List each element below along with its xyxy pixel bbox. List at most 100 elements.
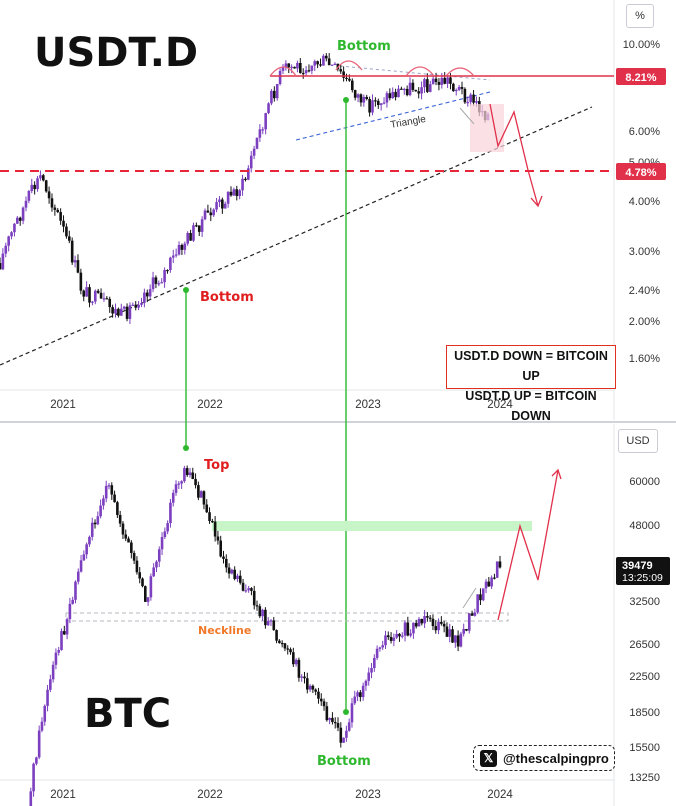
btc-candle-body [400, 635, 404, 637]
btc-candle-body [286, 648, 290, 650]
usdtd-candle-body [261, 129, 265, 131]
usdtd-candle-body [73, 260, 77, 263]
usdtd-candle-body [102, 298, 106, 300]
btc-candle-body [484, 581, 488, 589]
btc-candle-body [498, 561, 502, 568]
usdtd-candle-body [252, 148, 256, 156]
usdtd-candle-body [353, 90, 357, 98]
usdtd-candle-body [348, 78, 351, 81]
usdtd-candle-body [457, 86, 461, 90]
btc-candle-body [353, 696, 357, 704]
btc-candle-body [149, 576, 153, 598]
btc-symbol-title: BTC [84, 691, 171, 737]
author-handle: @thescalpingpro [503, 750, 609, 766]
btc-candle-body [361, 685, 365, 698]
btc-price-tick: 48000 [629, 520, 660, 532]
btc-candle-body [481, 588, 485, 601]
btc-candle-body [183, 468, 186, 482]
usdtd-candle-body [385, 93, 389, 103]
btc-candle-body [328, 717, 331, 721]
btc-candle-body [63, 631, 66, 635]
btc-candle-body [219, 540, 223, 557]
usdtd-candle-body [13, 223, 16, 233]
btc-candle-body [347, 722, 351, 731]
usdtd-price-tick: 3.00% [629, 246, 660, 258]
btc-bottom-label: Bottom [317, 754, 371, 769]
usdtd-candle-body [359, 94, 363, 103]
usdtd-candle-body [472, 94, 475, 103]
usdtd-candle-body [264, 113, 267, 130]
btc-projection-arrowhead [551, 468, 562, 480]
usdtd-candle-body [166, 269, 169, 272]
usdtd-candle-body [287, 63, 291, 68]
usdtd-candle-body [296, 62, 299, 69]
usdtd-candle-body [350, 80, 354, 91]
usdtd-candle-body [316, 61, 319, 65]
btc-candle-body [194, 478, 197, 486]
btc-candle-body [289, 649, 292, 653]
last-price-badge-bg [616, 68, 666, 85]
usdtd-unit-button[interactable]: % [626, 4, 654, 28]
projection-path [489, 103, 539, 207]
usdtd-candle-body [117, 308, 120, 316]
btc-candle-body [305, 678, 309, 690]
btc-candle-body [283, 643, 287, 649]
btc-candle-body [236, 575, 239, 579]
btc-candle-body [152, 567, 155, 577]
usdtd-candle-body [452, 83, 455, 92]
btc-candle-body [272, 620, 276, 631]
usdtd-candle-body [405, 88, 409, 96]
usdtd-last-price-label: 8.21% [625, 72, 656, 84]
usdtd-price-tick: 1.60% [629, 353, 660, 365]
btc-candle-body [96, 516, 100, 525]
usdtd-candle-body [342, 71, 345, 78]
usdtd-symbol-title: USDT.D [34, 30, 198, 76]
projection-arrowhead [530, 195, 543, 208]
usdtd-candle-body [330, 64, 334, 66]
usdtd-candle-body [313, 61, 317, 66]
btc-candle-body [269, 620, 273, 622]
btc-price-tick: 26500 [629, 639, 660, 651]
btc-candle-body [325, 706, 329, 721]
btc-candle-body [417, 618, 421, 627]
btc-candle-body [208, 512, 211, 522]
usdtd-candle-body [7, 236, 10, 246]
btc-x-tick: 2022 [197, 789, 223, 801]
usdtd-candle-body [339, 69, 343, 72]
usdtd-candle-body [140, 302, 143, 305]
btc-candle-body [144, 586, 147, 602]
btc-candle-body [359, 692, 362, 698]
usdtd-candle-body [24, 200, 28, 208]
usdtd-x-tick: 2023 [355, 399, 381, 411]
btc-candle-body [216, 536, 220, 541]
btc-candle-body [141, 578, 144, 587]
btc-candle-body [308, 685, 312, 690]
btc-countdown-label: 13:25:09 [622, 572, 663, 584]
btc-candle-body [46, 689, 49, 706]
btc-unit-button[interactable]: USD [618, 429, 658, 453]
usdtd-candle-body [212, 209, 215, 216]
usdtd-candle-body [203, 210, 207, 220]
btc-candle-body [386, 635, 390, 638]
btc-resistance-zone [212, 521, 532, 531]
usdtd-bottom-label-2: Bottom [337, 39, 391, 54]
btc-candle-body [213, 521, 217, 537]
usdtd-candle-body [232, 189, 236, 196]
btc-candle-body [174, 484, 178, 493]
btc-candle-body [490, 577, 493, 587]
btc-candle-body [370, 668, 373, 673]
usdtd-candle-body [42, 175, 45, 181]
btc-candle-body [118, 514, 122, 524]
usdtd-price-tick: 2.40% [629, 285, 660, 297]
usdtd-candle-body [171, 255, 175, 258]
usdtd-candle-body [423, 79, 426, 88]
usdtd-candle-body [177, 245, 181, 255]
btc-candle-body [317, 691, 320, 699]
btc-candle-body [437, 621, 440, 631]
btc-candle-body [163, 531, 167, 537]
usdtd-candle-body [226, 191, 230, 204]
usdtd-candle-body [402, 88, 406, 91]
btc-candle-body [266, 620, 270, 626]
btc-candle-body [384, 635, 387, 646]
